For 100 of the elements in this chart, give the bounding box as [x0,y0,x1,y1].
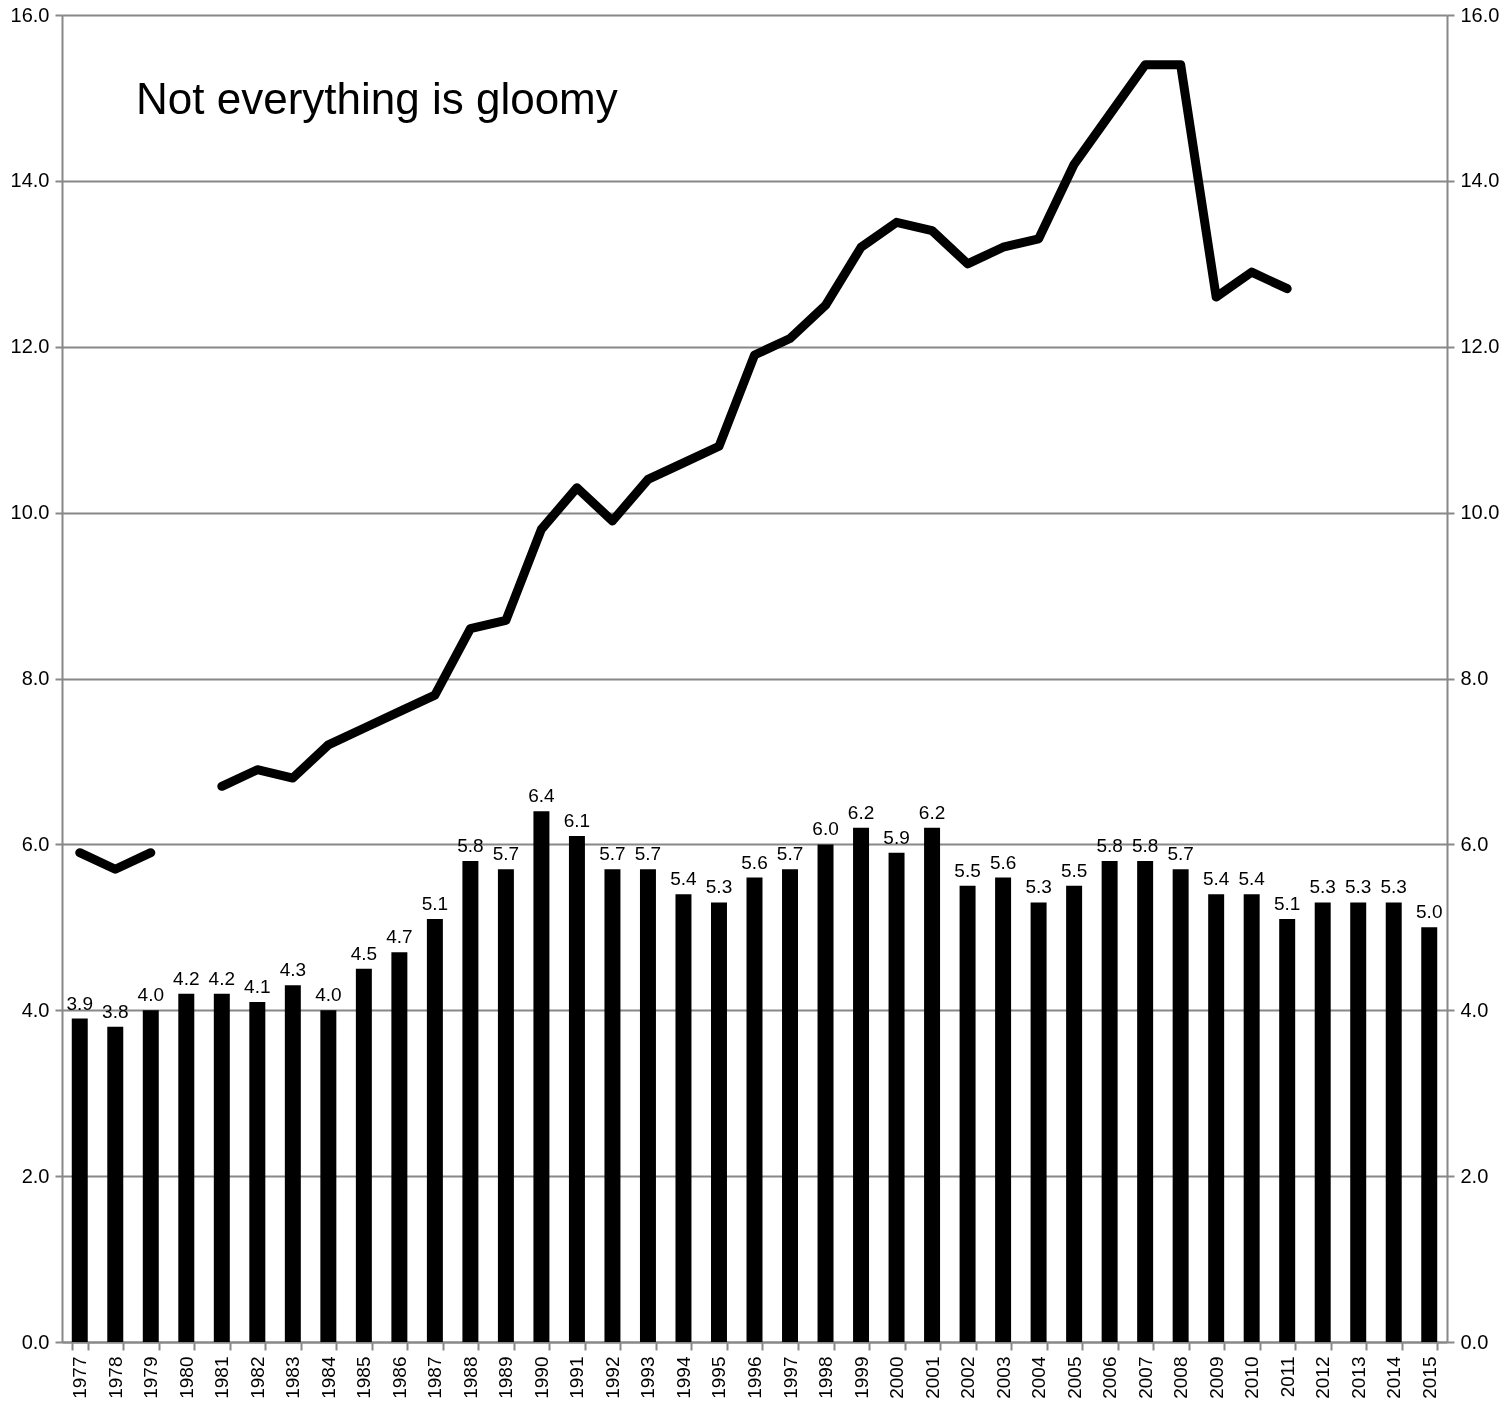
data-label: 5.1 [421,893,449,915]
x-tick-label: 1990 [530,1356,552,1399]
data-label: 5.1 [1273,893,1301,915]
data-label: 5.8 [457,834,484,856]
y2-tick-label: 14.0 [1460,169,1500,192]
bar [1279,919,1296,1342]
data-label: 5.8 [1131,834,1159,856]
data-label: 4.0 [137,984,164,1006]
bar [1137,860,1154,1342]
y-tick-label: 4.0 [21,998,50,1021]
bar [959,885,976,1342]
y-tick-label: 16.0 [10,3,50,26]
x-tick-label: 2011 [1276,1356,1298,1398]
bar [1172,869,1189,1342]
data-label: 4.5 [350,942,378,964]
x-tick-label: 2008 [1170,1356,1192,1399]
bar [924,827,941,1342]
bar [213,993,230,1342]
x-tick-label: 2002 [957,1356,979,1399]
bar [817,844,834,1342]
bar [320,1010,337,1342]
data-label: 5.8 [1096,834,1123,856]
x-tick-label: 1982 [246,1356,268,1399]
data-label: 5.3 [1025,876,1052,898]
bar [853,827,870,1342]
y-tick-label: 12.0 [10,335,50,358]
data-label: 6.2 [847,801,875,823]
x-tick-label: 2010 [1241,1356,1263,1399]
x-tick-label: 2003 [992,1356,1014,1399]
text: Not everything is gloomy [136,74,618,123]
x-tick-label: 2012 [1312,1356,1334,1399]
data-label: 5.7 [492,843,520,865]
bar [568,836,585,1342]
x-tick-label: 1988 [459,1356,481,1399]
x-tick-label: 1985 [353,1356,375,1399]
y2-tick-label: 0.0 [1460,1330,1489,1353]
bar [1208,894,1225,1342]
data-label: 4.7 [386,926,413,948]
y2-tick-label: 2.0 [1460,1164,1489,1187]
y-tick-label: 14.0 [10,169,50,192]
bar [604,869,621,1342]
data-label: 3.9 [66,992,93,1014]
x-tick-label: 2006 [1099,1356,1121,1399]
data-label: 6.2 [918,801,946,823]
y2-tick-label: 4.0 [1460,998,1489,1021]
data-label: 5.5 [1060,859,1088,881]
data-label: 5.7 [634,843,662,865]
x-tick-label: 1983 [282,1356,304,1399]
data-label: 5.5 [954,859,981,881]
x-tick-label: 2000 [886,1356,908,1399]
data-label: 4.2 [173,967,200,989]
data-label: 5.9 [883,826,910,848]
bar [426,919,443,1342]
x-tick-label: 1994 [672,1356,694,1399]
bar [71,1018,88,1342]
x-tick-label: 1992 [601,1356,623,1399]
x-tick-label: 1981 [211,1356,233,1399]
x-tick-label: 1987 [424,1356,446,1399]
data-label: 5.4 [670,868,698,890]
x-tick-label: 1999 [850,1356,872,1399]
y-tick-label: 2.0 [21,1164,50,1187]
bar [355,968,372,1342]
y-tick-label: 8.0 [21,667,50,689]
bar [107,1026,124,1342]
x-tick-label: 1989 [495,1356,517,1399]
data-label: 4.1 [244,975,271,997]
bar [284,985,301,1342]
data-label: 4.3 [279,959,307,981]
bar [888,852,905,1342]
bar [1421,927,1438,1342]
data-label: 5.6 [741,851,768,873]
bar [675,894,692,1342]
data-label: 4.0 [315,984,342,1006]
bar [1243,894,1260,1342]
data-label: 5.7 [776,843,804,865]
bar [142,1010,159,1342]
bar [391,952,408,1342]
x-tick-label: 1979 [140,1356,162,1399]
x-tick-label: 1986 [388,1356,410,1399]
data-label: 5.3 [1309,876,1336,898]
y-tick-label: 6.0 [21,832,50,855]
data-label: 5.7 [1167,843,1194,865]
y-tick-label: 10.0 [10,501,50,524]
bar [746,877,763,1342]
y2-tick-label: 12.0 [1460,335,1500,358]
bar [178,993,195,1342]
y2-tick-label: 10.0 [1460,501,1500,524]
x-tick-label: 1995 [708,1356,730,1399]
data-label: 6.1 [563,810,591,832]
y2-tick-label: 8.0 [1460,667,1489,689]
data-label: 5.4 [1238,868,1266,890]
x-tick-label: 2015 [1418,1356,1440,1399]
bar [497,869,514,1342]
x-tick-label: 2007 [1134,1356,1156,1399]
bar [639,869,656,1342]
x-tick-label: 1984 [317,1356,339,1399]
bar [1350,902,1367,1342]
data-label: 5.3 [1345,876,1372,898]
x-tick-label: 1980 [175,1356,197,1399]
bar [533,811,550,1342]
